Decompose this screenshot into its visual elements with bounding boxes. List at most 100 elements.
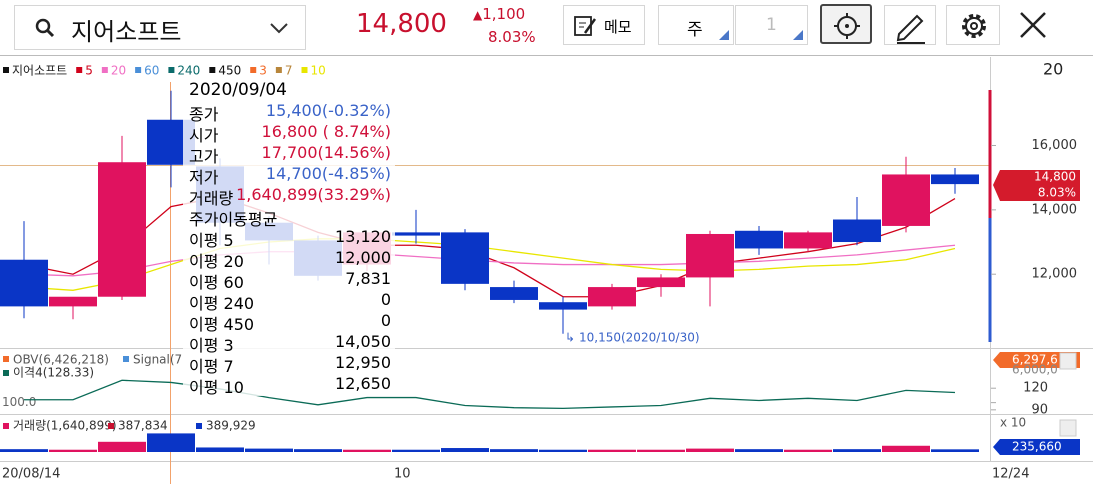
low-marker: ↳ (565, 331, 575, 345)
y-tick-label: 14,000 (1032, 202, 1078, 217)
tooltip-ma-label: 이평 450 (189, 315, 255, 334)
tooltip-ma-value: 0 (380, 311, 391, 330)
tooltip-ma-label: 이평 3 (189, 336, 234, 355)
obv-key (3, 356, 9, 362)
tooltip-ma-label: 이평 10 (189, 378, 244, 397)
low-annotation: 10,150(2020/10/30) (579, 331, 700, 345)
legend-key (250, 67, 257, 73)
candle-body (882, 174, 930, 226)
legend-key (209, 67, 216, 73)
memo-button[interactable]: 메모 (563, 5, 645, 45)
tooltip-section: 주가이동평균 (189, 210, 278, 229)
obv-tag (993, 352, 1080, 368)
moving-average (23, 244, 956, 277)
volume-ma2: 389,929 (206, 419, 256, 433)
tooltip-ma-label: 이평 5 (189, 231, 234, 250)
tooltip-row-label: 고가 (189, 147, 219, 166)
volume-bar (833, 449, 881, 452)
legend-key (76, 67, 83, 73)
candle-body (588, 287, 636, 307)
volume-bar (147, 433, 195, 452)
period-count[interactable]: 1 (735, 5, 808, 45)
x-label: 12/24 (992, 467, 1029, 482)
tooltip-ma-value: 13,120 (335, 227, 391, 246)
moving-average (23, 238, 956, 291)
memo-icon (574, 16, 597, 36)
crosshair-button[interactable] (820, 4, 872, 44)
settings-button[interactable] (946, 5, 1000, 45)
candle-body (784, 232, 832, 249)
change-pct: 8.03% (488, 28, 536, 46)
volume-bar (392, 449, 440, 452)
stock-name: 지어소프트 (71, 18, 182, 46)
disparity-line (24, 379, 956, 410)
candle-body (441, 232, 489, 284)
candle-body (833, 219, 881, 243)
legend-key (3, 67, 9, 73)
volume-bar (49, 449, 97, 452)
volume-bar (686, 448, 734, 452)
search-box[interactable]: 지어소프트 (14, 5, 306, 50)
volume-bar (735, 449, 783, 452)
draw-button[interactable] (884, 5, 936, 45)
gear-icon (962, 14, 986, 38)
tooltip-row-value: 17,700(14.56%) (261, 143, 391, 162)
volume-tag (993, 439, 1080, 455)
dropdown-arrow[interactable] (267, 18, 291, 38)
candle-body (490, 287, 538, 300)
volume-current: 235,660 (1012, 440, 1062, 454)
candle-body (49, 296, 97, 307)
tooltip-row-label: 종가 (189, 105, 219, 124)
volume-bar (441, 448, 489, 452)
legend-label: 지어소프트 (12, 64, 67, 78)
candle-body (637, 277, 685, 288)
disparity-key (3, 370, 9, 376)
corner-mark (719, 30, 729, 40)
price: 14,800 (356, 9, 447, 39)
legend-label: 10 (311, 64, 326, 78)
close-panel[interactable] (1059, 419, 1077, 437)
signal-key (123, 356, 129, 362)
tooltip-row-value: 16,800 ( 8.74%) (261, 122, 391, 141)
candle-body (0, 259, 48, 307)
legend: 지어소프트 5 20 60 240 450 3 7 10 (3, 64, 326, 78)
legend-key (135, 67, 142, 73)
period-label: 20 (1043, 60, 1063, 79)
legend-key (301, 67, 308, 73)
volume-bar (882, 445, 930, 452)
memo-label: 메모 (604, 18, 632, 36)
search-icon (35, 18, 55, 38)
x-label: 20/08/14 (2, 467, 60, 482)
legend-label: 3 (259, 64, 267, 78)
legend-label: 5 (85, 64, 93, 78)
legend-label: 60 (144, 64, 159, 78)
period-label: 주 (687, 20, 703, 40)
disparity-label: 이격4(128.33) (13, 366, 94, 380)
volume-bar (784, 449, 832, 452)
legend-label: 450 (218, 64, 241, 78)
price-tag (993, 170, 1080, 201)
change-value: 1,100 (482, 5, 526, 23)
tooltip-ma-value: 14,050 (335, 332, 391, 351)
x-label: 10 (394, 467, 411, 482)
crosshair-icon (834, 13, 860, 39)
y-tick-label: 120 (1023, 381, 1048, 396)
candle-body (931, 174, 979, 185)
tooltip-ma-value: 12,650 (335, 374, 391, 393)
change: ▲1,100 (473, 5, 525, 23)
period-select[interactable]: 주 (658, 5, 734, 45)
close-panel[interactable] (1059, 352, 1077, 370)
volume-bar (98, 441, 146, 452)
candle-body (686, 233, 734, 278)
close-button[interactable] (1018, 10, 1048, 40)
tooltip-row-value: 14,700(-4.85%) (265, 164, 391, 183)
tooltip-ma-value: 12,950 (335, 353, 391, 372)
candle-body (539, 302, 587, 310)
legend-key (275, 67, 282, 73)
obv-tag-label: 6,297,6 (1012, 353, 1058, 367)
tooltip-row-value: 1,640,899(33.29%) (236, 185, 391, 204)
tooltip-ma-label: 이평 20 (189, 252, 244, 271)
legend-label: 7 (285, 64, 293, 78)
